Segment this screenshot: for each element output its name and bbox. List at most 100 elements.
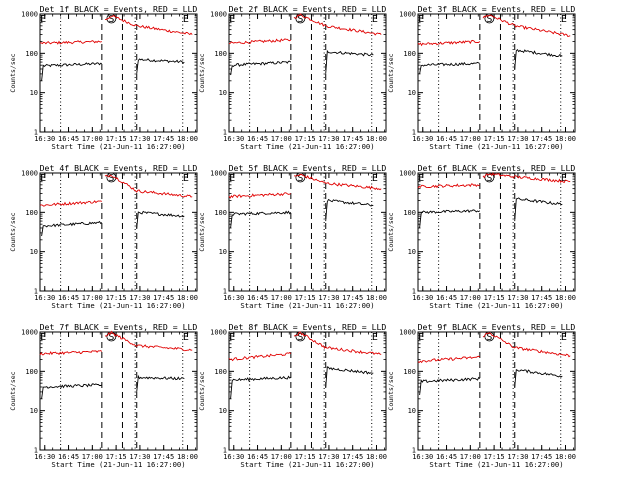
event-marker-label: E [229, 14, 235, 25]
series-line-events [41, 62, 102, 81]
event-marker-label: E [183, 332, 189, 343]
saa-circle-icon [295, 172, 306, 183]
series-line-lld [105, 14, 193, 36]
y-tick-label: 10 [219, 407, 227, 415]
plot-frame [228, 172, 387, 292]
y-tick-label: 10 [30, 89, 38, 97]
x-axis-label: Start Time (21-Jun-11 16:27:00) [240, 460, 374, 469]
saa-circle-icon [484, 13, 495, 24]
x-tick-label: 17:30 [318, 135, 339, 143]
y-tick-label: 1 [34, 447, 38, 455]
y-tick-label: 1000 [399, 11, 416, 19]
event-marker-label: E [183, 14, 189, 25]
x-tick-label: 17:30 [129, 453, 150, 461]
series-line-events [41, 220, 103, 237]
event-marker-label: E [229, 173, 235, 184]
event-marker-label: S [486, 173, 492, 184]
series-line-events [230, 375, 292, 399]
y-axis-label: Counts/sec [387, 212, 395, 251]
series-line-events [230, 60, 292, 76]
y-tick-label: 100 [403, 50, 416, 58]
x-tick-label: 16:45 [247, 135, 268, 143]
x-tick-label: 17:00 [271, 453, 292, 461]
y-axis-label: Counts/sec [387, 53, 395, 92]
x-tick-label: 17:45 [153, 294, 174, 302]
x-tick-label: 17:15 [484, 135, 505, 143]
x-axis-label: Start Time (21-Jun-11 16:27:00) [429, 142, 563, 151]
x-tick-label: 17:45 [153, 135, 174, 143]
y-tick-label: 1 [34, 129, 38, 137]
series-line-lld [228, 352, 292, 362]
y-tick-label: 1000 [210, 170, 227, 178]
chart-panel: Det 4f BLACK = Events, RED = LLD 1 10 100 10… [9, 163, 198, 310]
x-tick-label: 17:45 [153, 453, 174, 461]
panel-title: Det 4f BLACK = Events, RED = LLD [40, 163, 198, 173]
event-marker-label: E [372, 173, 378, 184]
x-tick-label: 18:00 [177, 294, 198, 302]
y-tick-label: 1 [34, 288, 38, 296]
event-marker-label: S [297, 14, 303, 25]
y-tick-label: 1000 [21, 329, 38, 337]
y-tick-label: 1000 [21, 170, 38, 178]
series-line-lld [104, 174, 193, 198]
x-axis-label: Start Time (21-Jun-11 16:27:00) [429, 460, 563, 469]
event-marker-label: E [183, 173, 189, 184]
x-tick-label: 18:00 [555, 135, 576, 143]
x-tick-label: 17:15 [106, 453, 127, 461]
series-line-events [325, 366, 374, 388]
event-marker-label: E [372, 14, 378, 25]
x-tick-label: 17:30 [318, 294, 339, 302]
chart-panel: Det 6f BLACK = Events, RED = LLD 1 10 100 10… [387, 163, 576, 310]
series-line-events [41, 383, 102, 399]
y-axis-label: Counts/sec [9, 53, 17, 92]
y-tick-label: 1 [223, 129, 227, 137]
series-line-events [325, 198, 374, 222]
y-tick-label: 100 [25, 368, 38, 376]
x-axis-label: Start Time (21-Jun-11 16:27:00) [240, 301, 374, 310]
y-tick-label: 1 [412, 129, 416, 137]
x-tick-label: 16:30 [412, 294, 433, 302]
event-marker-label: S [108, 173, 114, 184]
x-tick-label: 17:00 [271, 294, 292, 302]
y-tick-label: 1 [412, 447, 416, 455]
y-axis-label: Counts/sec [9, 371, 17, 410]
x-tick-label: 18:00 [555, 453, 576, 461]
series-line-events [230, 210, 292, 229]
x-tick-label: 17:45 [342, 453, 363, 461]
event-marker-label: S [297, 173, 303, 184]
x-tick-label: 17:15 [106, 294, 127, 302]
y-axis-label: Counts/sec [198, 53, 206, 92]
x-tick-label: 17:30 [507, 135, 528, 143]
y-tick-label: 1000 [21, 11, 38, 19]
x-tick-label: 16:45 [436, 135, 457, 143]
x-tick-label: 17:15 [106, 135, 127, 143]
x-tick-label: 16:30 [223, 135, 244, 143]
x-tick-label: 16:30 [34, 135, 55, 143]
series-line-lld [39, 40, 102, 45]
series-line-events [419, 209, 481, 229]
x-axis-label: Start Time (21-Jun-11 16:27:00) [240, 142, 374, 151]
x-tick-label: 16:45 [247, 294, 268, 302]
y-tick-label: 1 [223, 447, 227, 455]
series-line-lld [482, 14, 571, 38]
x-tick-label: 17:00 [460, 294, 481, 302]
chart-panel: Det 7f BLACK = Events, RED = LLD 1 10 100 10… [9, 322, 198, 469]
plot-frame [417, 172, 576, 292]
saa-circle-icon [106, 13, 117, 24]
x-tick-label: 17:30 [507, 294, 528, 302]
series-line-events [419, 376, 481, 396]
event-marker-label: E [561, 332, 567, 343]
plot-frame [39, 172, 198, 292]
y-tick-label: 10 [408, 248, 416, 256]
series-line-events [325, 49, 374, 74]
series-line-events [514, 197, 563, 222]
chart-panel: Det 8f BLACK = Events, RED = LLD 1 10 100 10… [198, 322, 387, 469]
series-line-lld [482, 332, 571, 358]
series-line-lld [39, 350, 103, 356]
event-marker-label: S [297, 332, 303, 343]
panel-title: Det 5f BLACK = Events, RED = LLD [229, 163, 387, 173]
y-tick-label: 1000 [210, 11, 227, 19]
y-tick-label: 1 [223, 288, 227, 296]
x-tick-label: 18:00 [555, 294, 576, 302]
y-tick-label: 100 [214, 50, 227, 58]
